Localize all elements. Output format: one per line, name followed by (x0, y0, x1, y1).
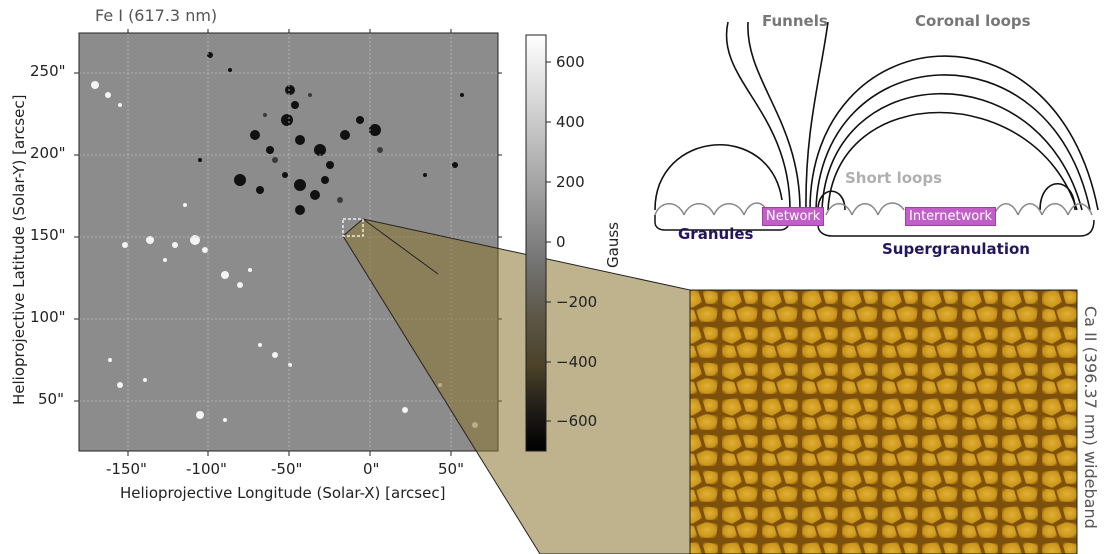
supergranulation-label: Supergranulation (882, 240, 1030, 258)
atmosphere-schematic (654, 21, 1099, 237)
colorbar-tick-label: −400 (556, 353, 598, 371)
x-tick-label: -100" (186, 460, 227, 478)
x-tick-label: -150" (106, 460, 147, 478)
inset-image (689, 289, 1078, 554)
x-tick-label: -50" (271, 460, 303, 478)
magnetogram-title: Fe I (617.3 nm) (95, 6, 218, 25)
y-tick-label: 250" (30, 62, 66, 80)
colorbar-tick-label: −600 (556, 412, 598, 430)
colorbar-tick-label: −200 (556, 293, 598, 311)
coronal-loops-label: Coronal loops (915, 12, 1031, 30)
y-tick-label: 150" (30, 226, 66, 244)
colorbar-tick-label: 200 (556, 173, 585, 191)
x-tick-label: 0" (363, 460, 380, 478)
granules-label: Granules (678, 225, 754, 243)
x-tick-label: 50" (438, 460, 464, 478)
network-label: Network (762, 207, 825, 226)
colorbar-tick-label: 400 (556, 113, 585, 131)
short-loops-label: Short loops (845, 169, 942, 187)
zoom-region-box (342, 218, 364, 237)
colorbar-tick-label: 0 (556, 233, 566, 251)
inset-label: Ca II (396.37 nm) wideband (1081, 306, 1100, 529)
y-axis-label: Helioprojective Latitude (Solar-Y) [arcs… (10, 94, 28, 405)
colorbar (525, 34, 551, 452)
internetwork-label: Internetwork (905, 207, 997, 226)
x-axis-label: Helioprojective Longitude (Solar-X) [arc… (120, 484, 446, 502)
colorbar-tick-label: 600 (556, 53, 585, 71)
funnels-label: Funnels (762, 12, 828, 30)
colorbar-label: Gauss (604, 222, 622, 268)
y-tick-label: 50" (38, 390, 64, 408)
y-tick-label: 100" (30, 308, 66, 326)
y-tick-label: 200" (30, 144, 66, 162)
